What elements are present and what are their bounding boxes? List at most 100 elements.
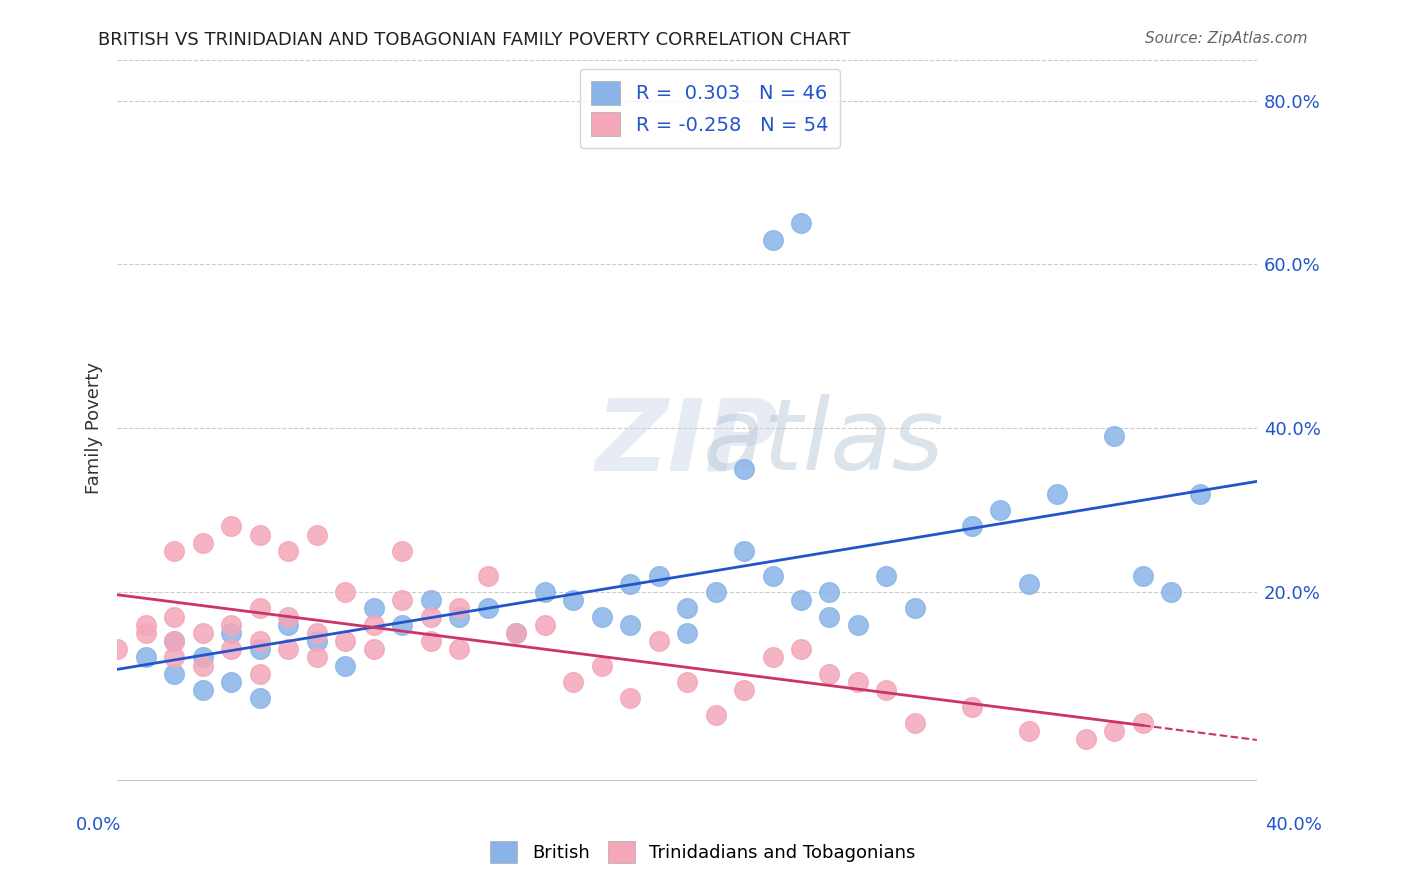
Point	[818, 585, 841, 599]
Text: ZIP: ZIP	[596, 394, 779, 491]
Point	[761, 233, 783, 247]
Point	[249, 601, 271, 615]
Point	[904, 601, 927, 615]
Point	[191, 650, 214, 665]
Point	[135, 626, 157, 640]
Point	[676, 675, 699, 690]
Point	[277, 544, 299, 558]
Point	[505, 626, 527, 640]
Point	[191, 683, 214, 698]
Point	[163, 544, 186, 558]
Point	[477, 568, 499, 582]
Text: atlas: atlas	[703, 394, 945, 491]
Point	[363, 642, 385, 657]
Point	[733, 683, 755, 698]
Point	[647, 568, 669, 582]
Point	[676, 601, 699, 615]
Point	[249, 666, 271, 681]
Point	[449, 601, 471, 615]
Point	[419, 593, 441, 607]
Point	[904, 716, 927, 731]
Point	[249, 527, 271, 541]
Point	[990, 503, 1012, 517]
Point	[163, 609, 186, 624]
Point	[449, 642, 471, 657]
Point	[219, 675, 242, 690]
Point	[1018, 576, 1040, 591]
Point	[477, 601, 499, 615]
Point	[790, 216, 813, 230]
Point	[761, 568, 783, 582]
Point	[733, 544, 755, 558]
Point	[305, 634, 328, 648]
Point	[249, 691, 271, 706]
Point	[818, 666, 841, 681]
Point	[562, 675, 585, 690]
Point	[135, 617, 157, 632]
Point	[1018, 724, 1040, 739]
Point	[733, 462, 755, 476]
Point	[305, 626, 328, 640]
Point	[875, 683, 897, 698]
Point	[333, 634, 356, 648]
Point	[704, 707, 727, 722]
Point	[163, 634, 186, 648]
Point	[391, 617, 413, 632]
Point	[219, 519, 242, 533]
Point	[505, 626, 527, 640]
Point	[419, 634, 441, 648]
Point	[277, 642, 299, 657]
Point	[191, 536, 214, 550]
Point	[533, 617, 555, 632]
Point	[1188, 486, 1211, 500]
Point	[191, 658, 214, 673]
Point	[846, 675, 869, 690]
Point	[363, 617, 385, 632]
Point	[1160, 585, 1182, 599]
Legend: R =  0.303   N = 46, R = -0.258   N = 54: R = 0.303 N = 46, R = -0.258 N = 54	[579, 70, 841, 148]
Point	[761, 650, 783, 665]
Point	[135, 650, 157, 665]
Text: 0.0%: 0.0%	[76, 816, 121, 834]
Point	[305, 527, 328, 541]
Text: Source: ZipAtlas.com: Source: ZipAtlas.com	[1144, 31, 1308, 46]
Point	[533, 585, 555, 599]
Point	[676, 626, 699, 640]
Legend: British, Trinidadians and Tobagonians: British, Trinidadians and Tobagonians	[479, 830, 927, 874]
Point	[960, 699, 983, 714]
Text: 40.0%: 40.0%	[1265, 816, 1322, 834]
Point	[219, 626, 242, 640]
Point	[790, 642, 813, 657]
Point	[1046, 486, 1069, 500]
Point	[846, 617, 869, 632]
Point	[333, 658, 356, 673]
Point	[591, 658, 613, 673]
Text: BRITISH VS TRINIDADIAN AND TOBAGONIAN FAMILY POVERTY CORRELATION CHART: BRITISH VS TRINIDADIAN AND TOBAGONIAN FA…	[98, 31, 851, 49]
Point	[305, 650, 328, 665]
Point	[163, 666, 186, 681]
Point	[1074, 732, 1097, 747]
Point	[960, 519, 983, 533]
Point	[391, 593, 413, 607]
Point	[647, 634, 669, 648]
Point	[562, 593, 585, 607]
Point	[1104, 724, 1126, 739]
Point	[249, 634, 271, 648]
Point	[219, 642, 242, 657]
Point	[1104, 429, 1126, 443]
Point	[391, 544, 413, 558]
Point	[333, 585, 356, 599]
Point	[277, 617, 299, 632]
Point	[818, 609, 841, 624]
Point	[191, 626, 214, 640]
Point	[790, 593, 813, 607]
Point	[363, 601, 385, 615]
Point	[105, 642, 128, 657]
Point	[163, 650, 186, 665]
Point	[163, 634, 186, 648]
Point	[619, 617, 641, 632]
Point	[1132, 716, 1154, 731]
Point	[619, 576, 641, 591]
Point	[219, 617, 242, 632]
Point	[591, 609, 613, 624]
